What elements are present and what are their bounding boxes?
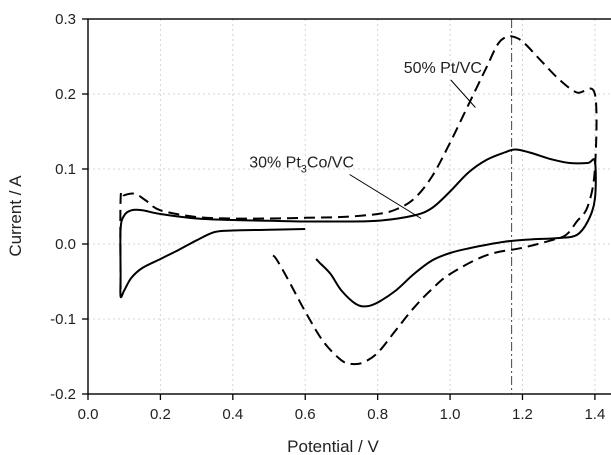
y-tick-label: 0.1	[55, 161, 76, 178]
x-tick-label: 1.4	[584, 406, 605, 423]
plot-frame	[87, 18, 611, 395]
axis-ticks	[82, 18, 596, 400]
y-tick-label: -0.1	[50, 311, 76, 328]
x-tick-label: 1.2	[512, 406, 533, 423]
x-tick-label: 0.2	[150, 406, 171, 423]
annotation-leader-line	[349, 174, 422, 219]
x-tick-label: 0.6	[295, 406, 316, 423]
annotation-30pct-pt3co-vc: 30% Pt3Co/VC	[249, 155, 354, 176]
y-tick-label: -0.2	[50, 386, 76, 403]
x-tick-label: 0.0	[78, 406, 99, 423]
annotation-50pct-pt-vc: 50% Pt/VC	[404, 60, 482, 77]
y-tick-label: 0.3	[55, 11, 76, 28]
x-axis-label: Potential / V	[287, 437, 379, 455]
y-tick-label: 0.2	[55, 86, 76, 103]
y-axis-label: Current / A	[6, 175, 25, 257]
x-tick-label: 0.4	[222, 406, 243, 423]
series-lines	[119, 35, 598, 366]
x-tick-label: 1.0	[440, 406, 461, 423]
x-tick-label: 0.8	[367, 406, 388, 423]
x-tick-labels: 0.0 0.2 0.4 0.6 0.8 1.0 1.2 1.4	[78, 406, 606, 423]
annotation-leader-line	[450, 79, 476, 108]
series-line-30pct-pt3co-vc	[119, 148, 597, 308]
y-tick-labels: -0.2 -0.1 0.0 0.1 0.2 0.3	[50, 11, 76, 403]
series-line-50pct-pt-vc	[119, 35, 598, 366]
y-tick-label: 0.0	[55, 236, 76, 253]
annotations: 50% Pt/VC 30% Pt3Co/VC	[249, 60, 482, 219]
